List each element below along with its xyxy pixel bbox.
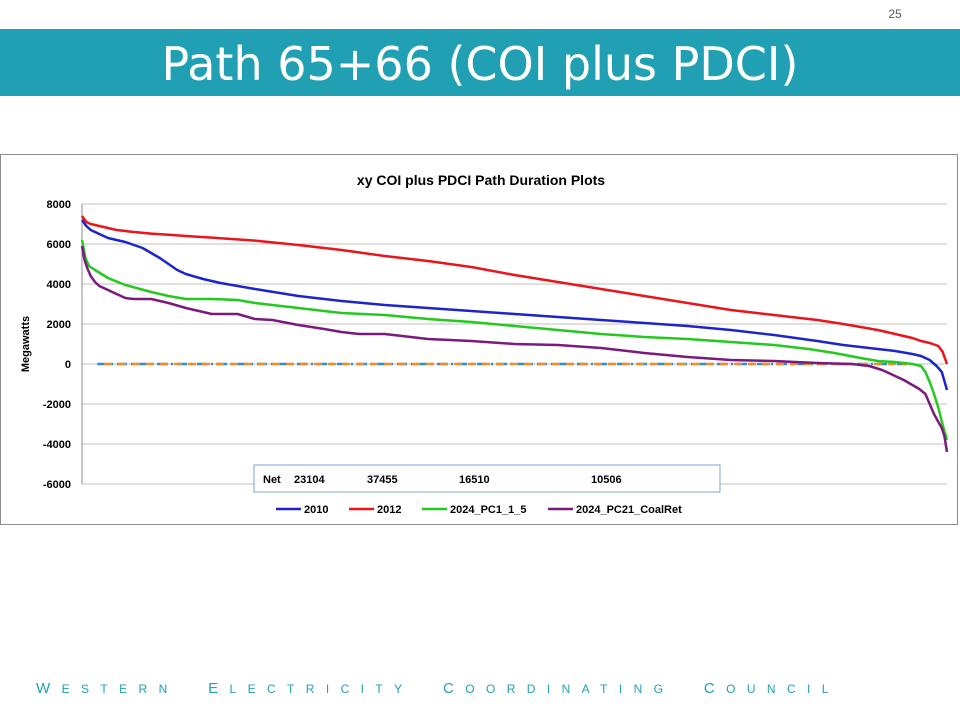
series-line-2024-pc1-1-5 (80, 239, 949, 441)
y-tick-label: -2000 (43, 399, 71, 411)
y-tick-label: 4000 (47, 279, 71, 291)
y-tick-label: 6000 (47, 239, 71, 251)
y-tick-label: -6000 (43, 479, 71, 491)
net-value: 37455 (367, 474, 398, 486)
y-tick-label: 0 (65, 359, 71, 371)
net-value: 10506 (591, 474, 622, 486)
page-number: 25 (888, 7, 902, 21)
legend-label: 2010 (304, 504, 328, 516)
duration-chart: xy COI plus PDCI Path Duration Plots 8000… (20, 172, 949, 516)
series-line-2012 (80, 215, 949, 365)
chart-frame: xy COI plus PDCI Path Duration Plots 8000… (0, 154, 958, 525)
net-label: Net (263, 474, 281, 486)
series-line-2010 (80, 219, 949, 391)
y-tick-label: -4000 (43, 439, 71, 451)
net-box (253, 464, 721, 493)
title-bar: Path 65+66 (COI plus PDCI) (0, 29, 960, 96)
legend-label: 2024_PC21_CoalRet (576, 504, 682, 516)
y-axis-label: Megawatts (20, 316, 32, 372)
net-value: 16510 (459, 474, 490, 486)
footer-org-name: WESTERN ELECTRICITY COORDINATING COUNCIL (36, 680, 840, 697)
slide-title: Path 65+66 (COI plus PDCI) (161, 37, 799, 91)
legend-label: 2024_PC1_1_5 (450, 504, 526, 516)
y-tick-label: 8000 (47, 199, 71, 211)
net-value: 23104 (294, 474, 325, 486)
chart-title: xy COI plus PDCI Path Duration Plots (357, 172, 605, 188)
series-line-2024-pc21-coalret (80, 245, 949, 453)
legend-label: 2012 (377, 504, 401, 516)
y-tick-label: 2000 (47, 319, 71, 331)
